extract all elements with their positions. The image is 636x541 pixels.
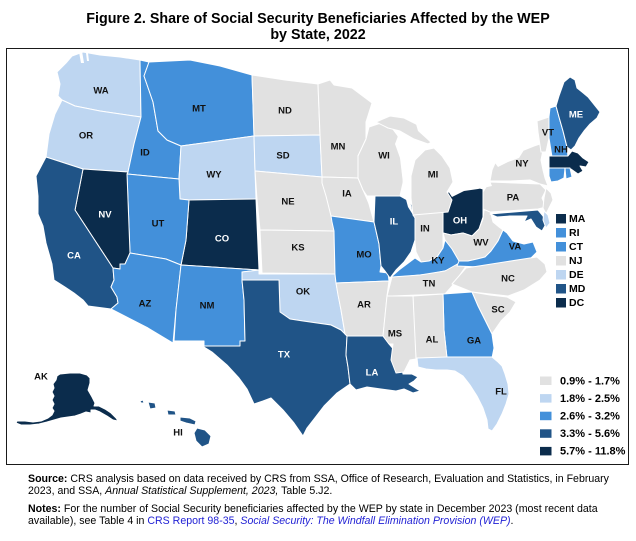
svg-text:ME: ME: [569, 110, 583, 121]
svg-text:1.8% - 2.5%: 1.8% - 2.5%: [560, 393, 620, 405]
svg-text:WA: WA: [93, 86, 108, 97]
svg-text:AR: AR: [357, 300, 371, 311]
svg-text:KY: KY: [431, 256, 445, 267]
svg-text:NH: NH: [554, 145, 568, 156]
svg-text:NV: NV: [98, 210, 112, 221]
svg-text:MD: MD: [569, 283, 586, 295]
svg-text:DE: DE: [569, 269, 584, 281]
svg-text:OK: OK: [296, 287, 310, 298]
svg-text:HI: HI: [173, 428, 183, 439]
svg-text:NE: NE: [281, 197, 294, 208]
svg-text:KS: KS: [291, 243, 304, 254]
svg-text:IL: IL: [390, 217, 399, 228]
svg-text:NY: NY: [515, 159, 529, 170]
svg-text:FL: FL: [495, 387, 507, 398]
svg-text:OH: OH: [453, 216, 467, 227]
svg-text:OR: OR: [79, 131, 93, 142]
svg-text:MA: MA: [569, 213, 586, 225]
svg-text:MO: MO: [356, 250, 371, 261]
svg-text:5.7% - 11.8%: 5.7% - 11.8%: [560, 446, 626, 458]
svg-text:3.3% - 5.6%: 3.3% - 5.6%: [560, 428, 620, 440]
svg-text:ND: ND: [278, 106, 292, 117]
svg-text:WY: WY: [206, 170, 222, 181]
svg-text:AZ: AZ: [139, 299, 152, 310]
svg-text:0.9% - 1.7%: 0.9% - 1.7%: [560, 375, 620, 387]
svg-text:VT: VT: [542, 128, 554, 139]
svg-text:VA: VA: [509, 242, 522, 253]
svg-text:AK: AK: [34, 372, 48, 383]
svg-text:CO: CO: [215, 234, 229, 245]
svg-text:SD: SD: [276, 151, 289, 162]
svg-text:UT: UT: [152, 219, 165, 230]
svg-text:DC: DC: [569, 297, 585, 309]
svg-text:WI: WI: [378, 151, 390, 162]
svg-text:NJ: NJ: [569, 255, 583, 267]
svg-text:RI: RI: [569, 227, 580, 239]
svg-text:CT: CT: [569, 241, 584, 253]
svg-text:MN: MN: [331, 142, 346, 153]
svg-text:MS: MS: [388, 329, 402, 340]
svg-text:NM: NM: [200, 301, 215, 312]
svg-text:MI: MI: [428, 170, 439, 181]
svg-text:TN: TN: [423, 279, 436, 290]
svg-text:SC: SC: [491, 305, 504, 316]
svg-text:2.6% - 3.2%: 2.6% - 3.2%: [560, 411, 620, 423]
svg-text:MT: MT: [192, 104, 206, 115]
svg-text:NC: NC: [501, 274, 515, 285]
svg-text:IA: IA: [342, 189, 352, 200]
svg-text:CA: CA: [67, 251, 81, 262]
svg-text:WV: WV: [473, 238, 489, 249]
svg-text:LA: LA: [366, 368, 379, 379]
svg-text:PA: PA: [507, 193, 520, 204]
svg-text:ID: ID: [140, 148, 150, 159]
svg-text:IN: IN: [420, 224, 430, 235]
svg-text:TX: TX: [278, 350, 291, 361]
svg-text:AL: AL: [426, 335, 439, 346]
svg-text:GA: GA: [467, 336, 481, 347]
